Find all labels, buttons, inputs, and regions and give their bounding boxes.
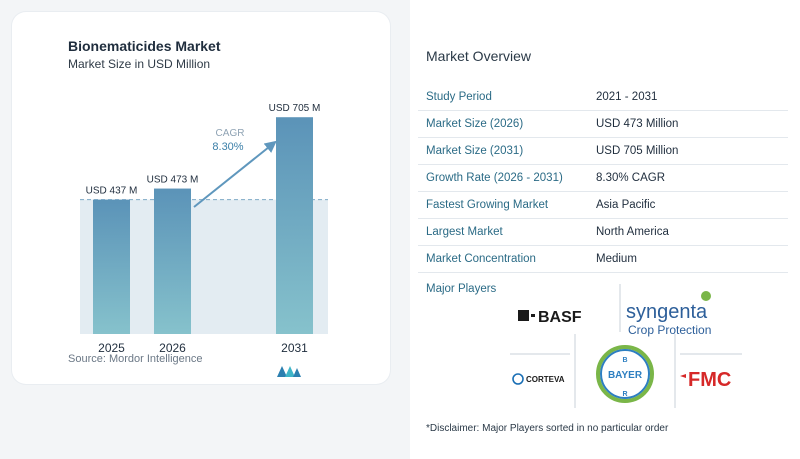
row-key: Largest Market xyxy=(418,218,588,246)
svg-text:B: B xyxy=(622,357,627,364)
row-value: Medium xyxy=(588,245,788,273)
cagr-value: 8.30% xyxy=(212,141,243,153)
data-label: USD 705 M xyxy=(269,103,321,114)
cagr-arrow xyxy=(193,140,277,208)
row-value: 8.30% CAGR xyxy=(588,164,788,192)
overview-panel: Market Overview Study Period 2021 - 2031 … xyxy=(410,0,800,459)
syngenta-logo-text: syngenta xyxy=(626,301,708,323)
fmc-logo: FMC xyxy=(680,369,731,391)
row-key: Market Concentration xyxy=(418,245,588,273)
table-row: Market Size (2026) USD 473 Million xyxy=(418,110,788,138)
table-row: Largest Market North America xyxy=(418,218,788,246)
basf-logo-text: BASF xyxy=(538,309,582,326)
chart-title: Bionematicides Market xyxy=(68,38,221,54)
major-players-label: Major Players xyxy=(426,283,497,295)
table-row: Growth Rate (2026 - 2031) 8.30% CAGR xyxy=(418,164,788,192)
x-tick-label: 2025 xyxy=(98,341,125,355)
x-tick-label: 2031 xyxy=(281,341,308,355)
row-key: Study Period xyxy=(418,84,588,111)
row-value: USD 473 Million xyxy=(588,110,788,138)
table-row: Fastest Growing Market Asia Pacific xyxy=(418,191,788,219)
row-key: Fastest Growing Market xyxy=(418,191,588,219)
source-text: Source: Mordor Intelligence xyxy=(68,353,203,365)
row-key: Growth Rate (2026 - 2031) xyxy=(418,164,588,192)
bayer-logo-text: BAYER xyxy=(608,370,643,381)
syngenta-logo-subtext: Crop Protection xyxy=(628,323,711,337)
row-key: Market Size (2031) xyxy=(418,137,588,165)
x-tick-label: 2026 xyxy=(159,341,186,355)
row-value: Asia Pacific xyxy=(588,191,788,219)
chart-subtitle: Market Size in USD Million xyxy=(68,57,211,71)
bar-2031 xyxy=(276,117,313,335)
player-logos: BASF syngenta Crop Protection BAYER B R … xyxy=(510,284,742,408)
overview-title: Market Overview xyxy=(426,48,532,64)
bar-2025 xyxy=(93,199,130,334)
row-value: USD 705 Million xyxy=(588,137,788,165)
table-row: Market Size (2031) USD 705 Million xyxy=(418,137,788,165)
data-label: USD 473 M xyxy=(147,175,199,186)
cagr-label: CAGR xyxy=(216,128,245,139)
bar-2026 xyxy=(154,188,191,334)
basf-logo: BASF xyxy=(518,309,582,326)
disclaimer: *Disclaimer: Major Players sorted in no … xyxy=(426,423,669,434)
corteva-logo: CORTEVA xyxy=(512,373,565,385)
row-value: North America xyxy=(588,218,788,246)
mordor-logo-icon xyxy=(277,366,301,377)
row-value: 2021 - 2031 xyxy=(588,84,788,111)
row-key: Market Size (2026) xyxy=(418,110,588,138)
fmc-logo-text: FMC xyxy=(688,369,731,391)
data-label: USD 437 M xyxy=(86,186,138,197)
overview-table: Study Period 2021 - 2031 Market Size (202… xyxy=(418,84,788,273)
syngenta-logo: syngenta Crop Protection xyxy=(626,291,711,337)
svg-text:R: R xyxy=(622,391,627,398)
bayer-logo: BAYER B R xyxy=(596,345,654,403)
corteva-logo-text: CORTEVA xyxy=(526,375,565,384)
table-row: Market Concentration Medium xyxy=(418,245,788,273)
table-row: Study Period 2021 - 2031 xyxy=(418,84,788,111)
